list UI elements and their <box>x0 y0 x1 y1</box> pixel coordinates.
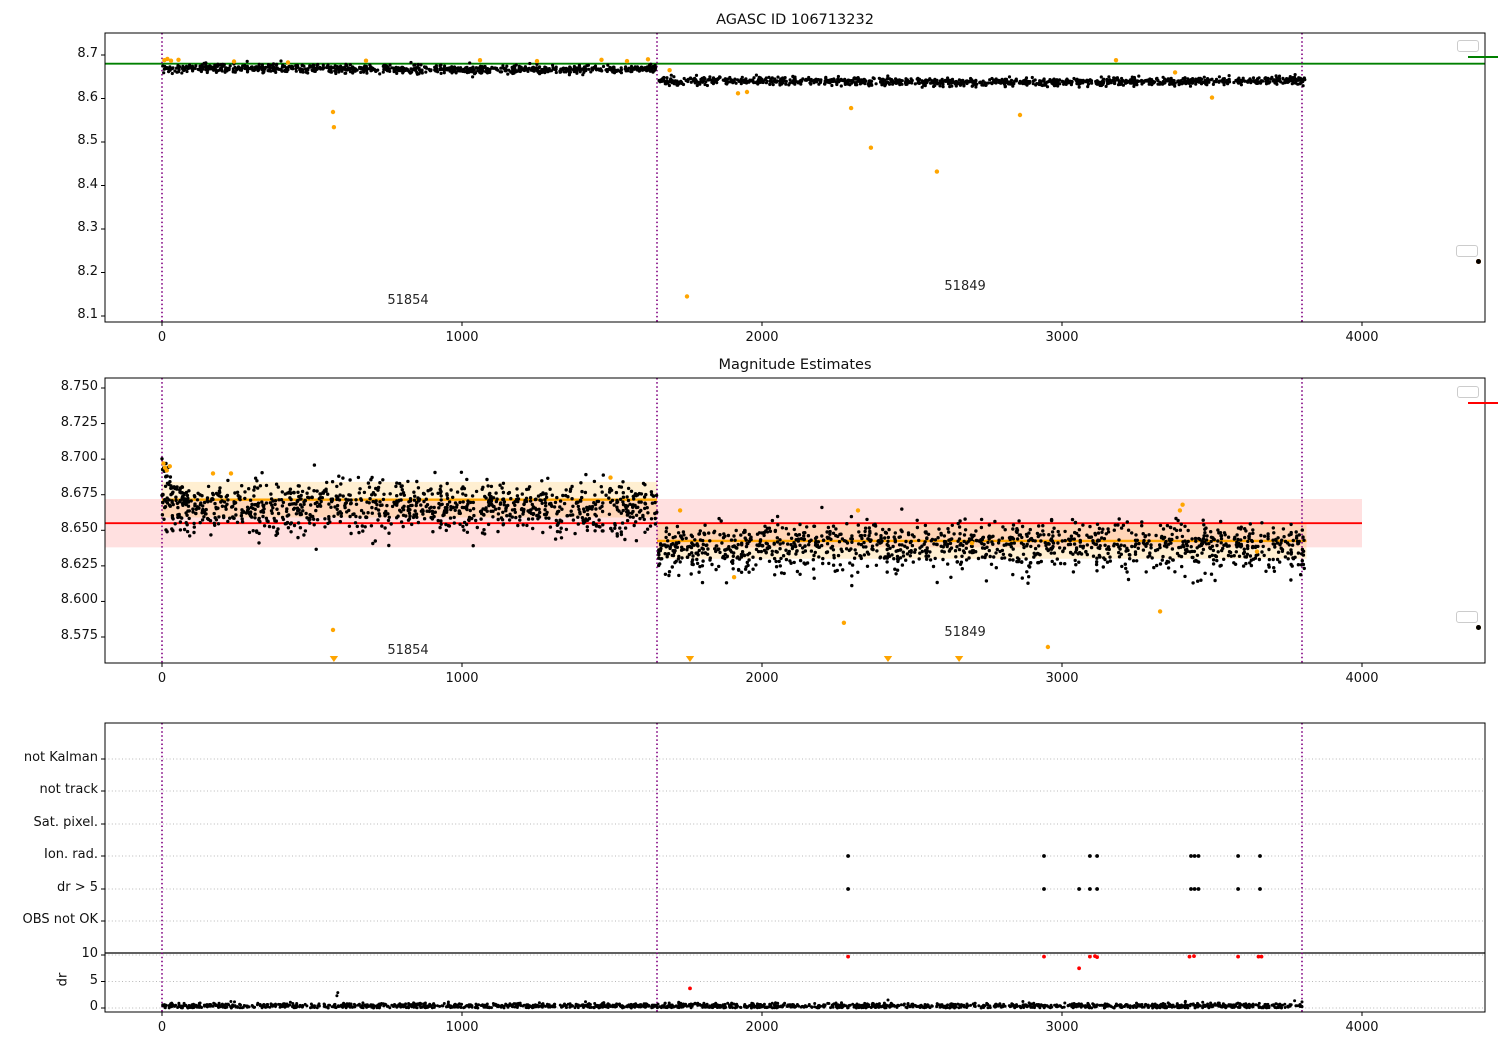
axes-spine <box>104 32 1486 323</box>
legend-item: mag <box>1468 392 1500 413</box>
y-tick-label: 8.575 <box>60 628 98 643</box>
y-tick-label: 8.750 <box>60 379 98 394</box>
y-tick-label: 8.700 <box>60 450 98 466</box>
flag-row-label: Ion. rad. <box>44 847 98 862</box>
estimates-ok-scatter <box>160 457 1307 588</box>
clipped-low-marker <box>329 656 339 662</box>
obsid-annotation: 51854 <box>387 643 429 659</box>
estimates-highlighted-scatter <box>161 461 1260 650</box>
dr-tick-label: 5 <box>89 972 98 988</box>
x-tick-label: 3000 <box>1045 1020 1079 1035</box>
obsid-annotation: 51849 <box>944 278 986 294</box>
x-tick-label: 4000 <box>1345 671 1379 686</box>
x-tick-label: 1000 <box>445 1020 479 1035</box>
legend-dot-swatch <box>1476 259 1481 264</box>
dr-not-ok-scatter <box>688 954 1264 991</box>
dr-tick-label: 10 <box>81 946 98 961</box>
flag-row-label: Sat. pixel. <box>33 815 98 830</box>
legend-dot-swatch <box>1476 625 1481 630</box>
y-tick-label: 8.675 <box>60 485 98 501</box>
y-tick-label: 8.650 <box>60 521 98 537</box>
obsid-annotation: 51854 <box>387 293 429 309</box>
flag-points <box>846 854 1262 891</box>
clipped-low-marker <box>883 656 893 662</box>
estimates-title: Magnitude Estimates <box>718 357 872 373</box>
dr-ok-scatter <box>161 991 1304 1010</box>
axes-spine <box>104 377 1486 664</box>
y-tick-label: 8.4 <box>77 176 98 192</box>
mags-ok-scatter <box>161 59 1307 89</box>
y-tick-label: 8.625 <box>60 556 98 572</box>
x-tick-label: 0 <box>157 330 167 345</box>
y-tick-label: 8.6 <box>77 89 98 105</box>
x-tick-label: 4000 <box>1345 330 1379 345</box>
legend-estimates-markers: HighlightedOK <box>1456 611 1481 630</box>
y-tick-label: 8.7 <box>77 46 98 61</box>
y-tick-label: 8.3 <box>77 220 98 235</box>
x-tick-label: 0 <box>157 671 167 686</box>
legend-item: OK <box>1467 617 1500 638</box>
mags-title: AGASC ID 106713232 <box>716 12 874 28</box>
legend-estimate-lines: magOBSIDmag <box>1457 386 1498 404</box>
legend-mag-agasc: magAGASC <box>1457 40 1498 58</box>
clipped-low-marker <box>685 656 695 662</box>
mags-highlighted-scatter <box>162 56 1215 299</box>
x-tick-label: 3000 <box>1045 671 1079 686</box>
clipped-low-marker <box>954 656 964 662</box>
dr-tick-label: 0 <box>89 999 98 1014</box>
x-tick-label: 4000 <box>1345 1020 1379 1035</box>
x-tick-label: 3000 <box>1045 330 1079 345</box>
legend-line-swatch <box>1468 56 1498 58</box>
x-tick-label: 0 <box>157 1020 167 1035</box>
legend-item: OK <box>1467 251 1500 272</box>
y-tick-label: 8.1 <box>77 307 98 322</box>
y-tick-label: 8.5 <box>77 133 98 148</box>
axes-spine <box>104 722 1486 1013</box>
obsid-annotation: 51849 <box>944 624 986 640</box>
x-tick-label: 1000 <box>445 671 479 686</box>
y-tick-label: 8.2 <box>77 263 98 279</box>
flag-row-label: OBS not OK <box>22 912 99 927</box>
x-tick-label: 2000 <box>745 330 779 345</box>
flag-row-label: dr > 5 <box>56 880 98 895</box>
y-tick-label: 8.600 <box>60 592 98 608</box>
x-tick-label: 2000 <box>745 1020 779 1035</box>
x-tick-label: 2000 <box>745 671 779 686</box>
flag-row-label: not Kalman <box>23 750 98 765</box>
y-tick-label: 8.725 <box>60 414 98 430</box>
flag-row-label: not track <box>39 782 98 797</box>
legend-item: magAGASC <box>1468 46 1500 68</box>
legend-mags-markers: not OKHighlightedOK <box>1456 245 1481 264</box>
x-tick-label: 1000 <box>445 330 479 345</box>
legend-line-swatch <box>1468 401 1498 404</box>
